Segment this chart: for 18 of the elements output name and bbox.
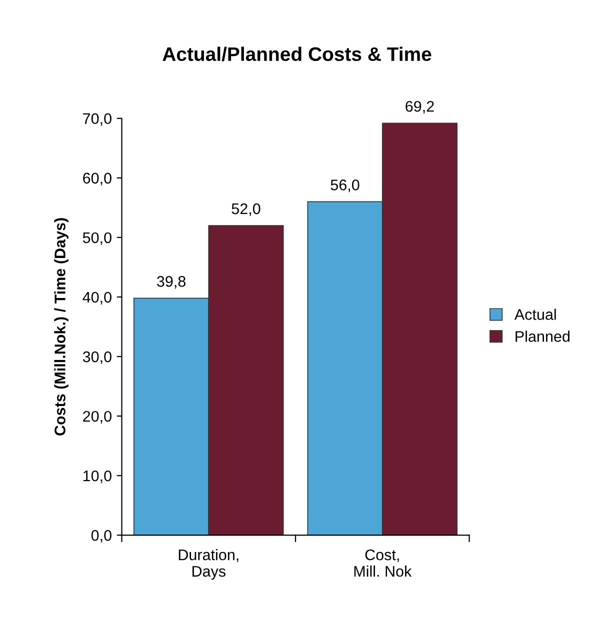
y-tick-label: 60,0: [83, 172, 112, 186]
x-tick-label: Cost, Mill. Nok: [354, 549, 412, 577]
data-label: 56,0: [330, 180, 360, 192]
data-label: 52,0: [232, 203, 260, 216]
y-axis-title: Costs (Mill.Nok.) / Time (Days): [54, 218, 68, 436]
chart-title: Actual/Planned Costs & Time: [162, 46, 432, 62]
data-label: 69,2: [406, 100, 434, 114]
y-tick-label: 20,0: [83, 410, 112, 424]
y-tick-label: 70,0: [83, 113, 112, 126]
y-tick-label: 0,0: [91, 530, 112, 543]
x-tick-label: Duration, Days: [178, 549, 238, 580]
y-tick-label: 30,0: [82, 351, 112, 364]
y-tick-label: 10,0: [83, 470, 112, 484]
data-label: 39,8: [157, 276, 186, 289]
y-tick-label: 50,0: [82, 232, 112, 245]
legend-label: Actual: [514, 308, 556, 320]
legend-label: Planned: [516, 330, 570, 342]
y-tick-label: 40,0: [82, 292, 112, 304]
